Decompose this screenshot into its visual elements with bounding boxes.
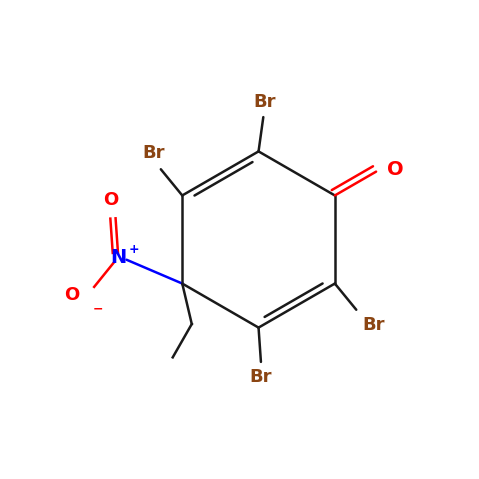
Text: Br: Br [250, 368, 272, 386]
Text: +: + [128, 243, 139, 256]
Text: O: O [65, 286, 80, 305]
Text: Br: Br [253, 93, 275, 111]
Text: −: − [93, 302, 103, 315]
Text: O: O [103, 191, 118, 209]
Text: O: O [387, 160, 403, 179]
Text: Br: Br [363, 316, 385, 334]
Text: N: N [110, 248, 126, 267]
Text: Br: Br [142, 144, 165, 162]
